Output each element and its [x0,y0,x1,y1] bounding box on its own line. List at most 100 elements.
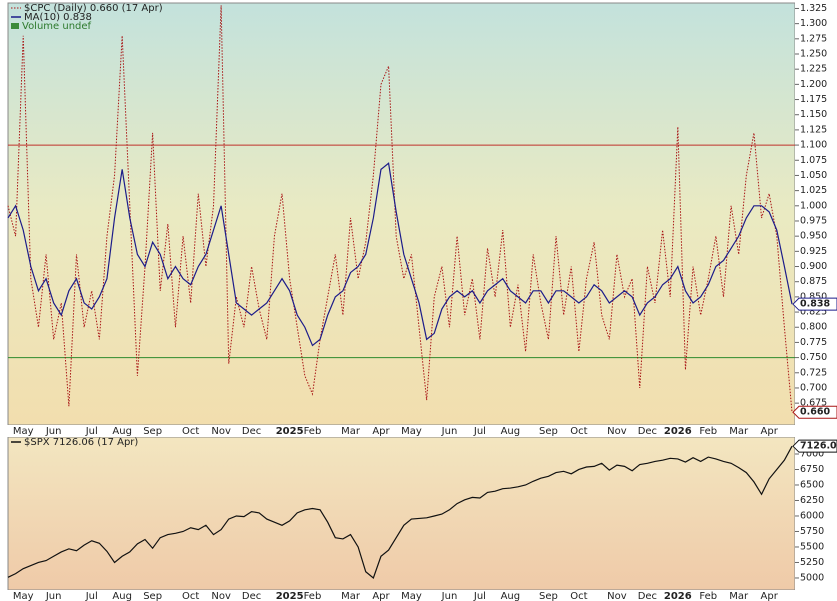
y-tick-label: 1.175 [800,94,827,105]
y-tick-label: 1.050 [800,170,827,181]
x-tick-label: Oct [182,591,199,601]
legend-swatch [11,23,19,29]
x-tick-label: Dec [242,591,261,601]
x-tick-label: Jul [473,426,486,437]
end-label-text: 0.660 [800,407,830,418]
x-tick-label: Jun [45,591,62,601]
end-label: 7126.06 [792,439,837,453]
volume-label: Volume undef [22,21,92,32]
x-tick-label: May [13,426,34,437]
y-tick-label: 1.300 [800,18,827,29]
x-tick-label: Apr [761,591,779,601]
y-tick-label: 0.900 [800,261,827,272]
x-tick-label: Jul [85,426,98,437]
y-tick-label: 6000 [800,510,824,521]
y-tick-label: 1.025 [800,185,827,196]
x-tick-label: Mar [341,591,361,601]
panel-top [7,2,796,426]
y-tick-label: 1.200 [800,79,827,90]
y-tick-label: 0.975 [800,215,827,226]
end-label-box [792,405,837,419]
series-line [7,445,793,579]
x-tick-label: Aug [112,426,132,437]
x-tick-label: Nov [211,426,231,437]
x-tick-label: Oct [570,426,587,437]
x-tick-label: Dec [638,426,657,437]
series-line [7,5,793,413]
x-tick-label: Jul [85,591,98,601]
end-label-box [792,439,837,453]
x-tick-label: Nov [607,426,627,437]
y-tick-label: 1.325 [800,3,827,14]
x-tick-label: Feb [304,591,322,601]
x-tick-label: Sep [539,426,558,437]
y-tick-label: 7000 [800,448,824,459]
x-tick-label: 2026 [664,426,692,437]
y-tick-label: 5000 [800,572,824,583]
x-tick-label: Dec [242,426,261,437]
y-tick-label: 6250 [800,495,824,506]
y-tick-label: 0.800 [800,322,827,333]
y-tick-label: 1.250 [800,49,827,60]
y-tick-label: 1.150 [800,109,827,120]
y-tick-label: 0.825 [800,307,827,318]
y-tick-label: 1.275 [800,33,827,44]
y-tick-label: 1.125 [800,124,827,135]
end-label-box [792,297,837,311]
series-line [7,162,793,347]
x-tick-label: Mar [729,426,749,437]
x-tick-label: Apr [761,426,779,437]
y-tick-label: 0.950 [800,231,827,242]
y-tick-label: 0.725 [800,367,827,378]
x-tick-label: Sep [143,591,162,601]
y-tick-label: 1.000 [800,200,827,211]
x-tick-label: Apr [372,426,390,437]
y-tick-label: 0.700 [800,382,827,393]
y-tick-label: 0.750 [800,352,827,363]
end-label-text: 0.838 [800,299,830,310]
x-tick-label: Jul [473,591,486,601]
y-tick-label: 5500 [800,541,824,552]
end-label-text: 7126.06 [800,441,837,452]
y-tick-label: 0.775 [800,337,827,348]
axis-bg [0,590,795,601]
x-tick-label: 2026 [664,591,692,601]
axis-bg [0,425,795,437]
x-tick-label: Feb [699,591,717,601]
y-tick-label: 0.875 [800,276,827,287]
x-tick-label: Jun [45,426,62,437]
x-tick-label: Oct [182,426,199,437]
x-tick-label: Nov [211,591,231,601]
x-tick-label: Jun [441,426,458,437]
legend-label: MA(10) 0.838 [24,12,92,23]
x-tick-label: Sep [539,591,558,601]
legend-label: $CPC (Daily) 0.660 (17 Apr) [24,3,163,14]
end-label: 0.838 [792,297,837,311]
x-tick-label: Aug [112,591,132,601]
y-tick-label: 0.850 [800,291,827,302]
y-tick-label: 0.675 [800,398,827,409]
x-tick-label: Feb [304,426,322,437]
x-tick-label: Dec [638,591,657,601]
x-tick-label: Sep [143,426,162,437]
y-tick-label: 5750 [800,526,824,537]
x-tick-label: Mar [341,426,361,437]
x-tick-label: Aug [501,426,521,437]
x-tick-label: May [13,591,34,601]
x-tick-label: 2025 [276,591,304,601]
x-tick-label: Apr [372,591,390,601]
x-tick-label: Jun [441,591,458,601]
x-tick-label: Mar [729,591,749,601]
x-tick-label: Aug [501,591,521,601]
y-tick-label: 6750 [800,464,824,475]
x-tick-label: 2025 [276,426,304,437]
end-label: 0.660 [792,405,837,419]
y-tick-label: 6500 [800,479,824,490]
x-tick-label: May [401,591,422,601]
x-tick-label: Feb [699,426,717,437]
x-tick-label: Oct [570,591,587,601]
x-tick-label: May [401,426,422,437]
y-tick-label: 1.100 [800,140,827,151]
